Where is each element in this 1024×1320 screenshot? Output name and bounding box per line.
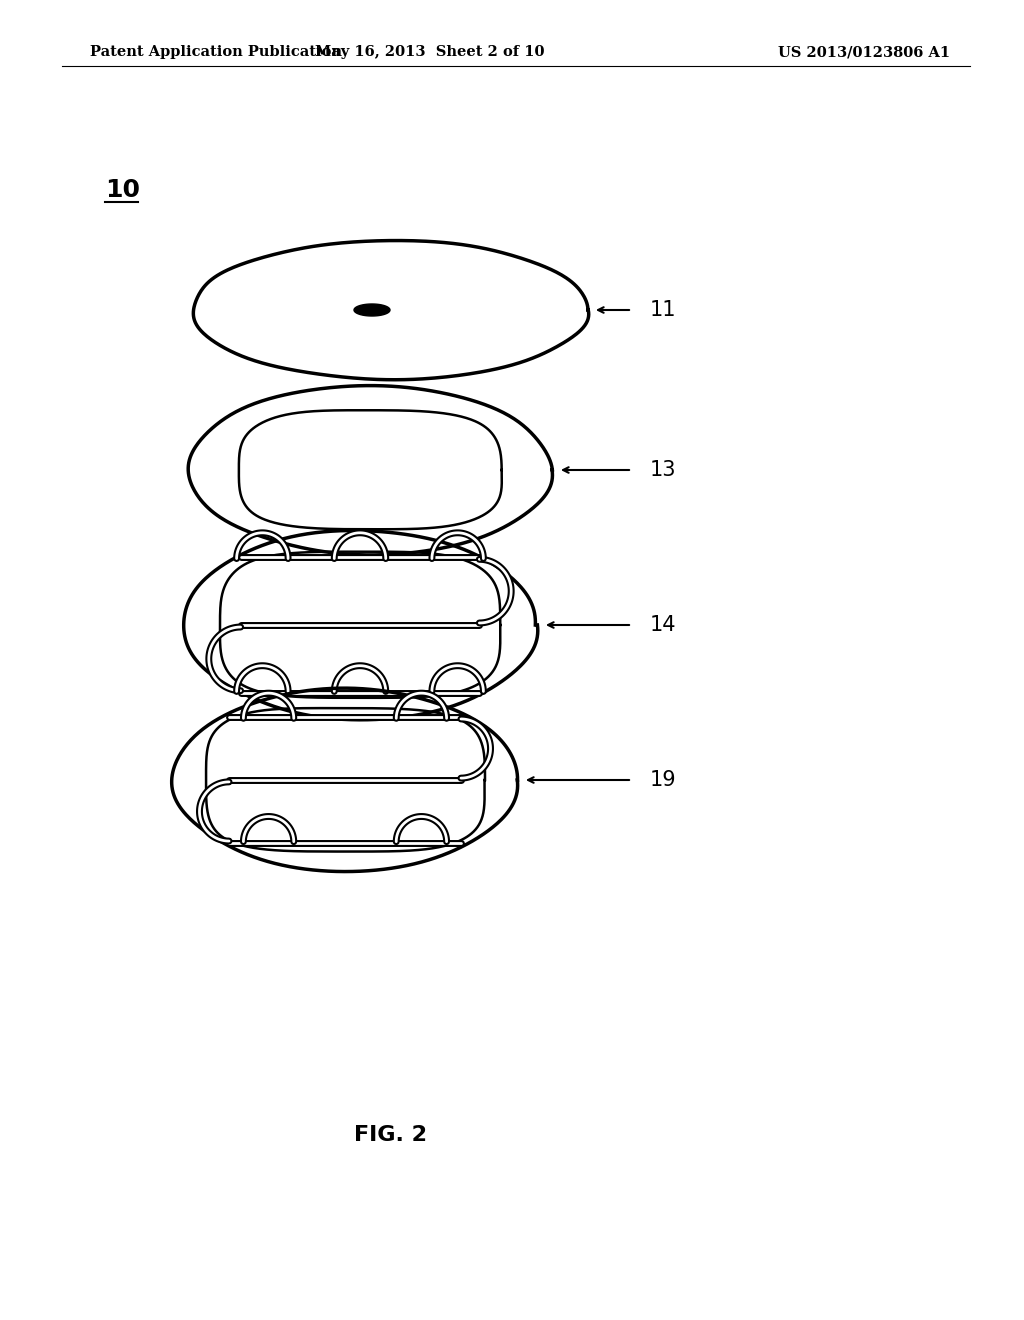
Text: 11: 11	[650, 300, 677, 319]
Text: 14: 14	[650, 615, 677, 635]
Text: US 2013/0123806 A1: US 2013/0123806 A1	[778, 45, 950, 59]
Text: FIG. 2: FIG. 2	[353, 1125, 427, 1144]
Text: 13: 13	[650, 459, 677, 480]
Text: 19: 19	[650, 770, 677, 789]
Text: 10: 10	[105, 178, 140, 202]
Text: May 16, 2013  Sheet 2 of 10: May 16, 2013 Sheet 2 of 10	[315, 45, 545, 59]
Text: Patent Application Publication: Patent Application Publication	[90, 45, 342, 59]
Polygon shape	[354, 304, 390, 315]
